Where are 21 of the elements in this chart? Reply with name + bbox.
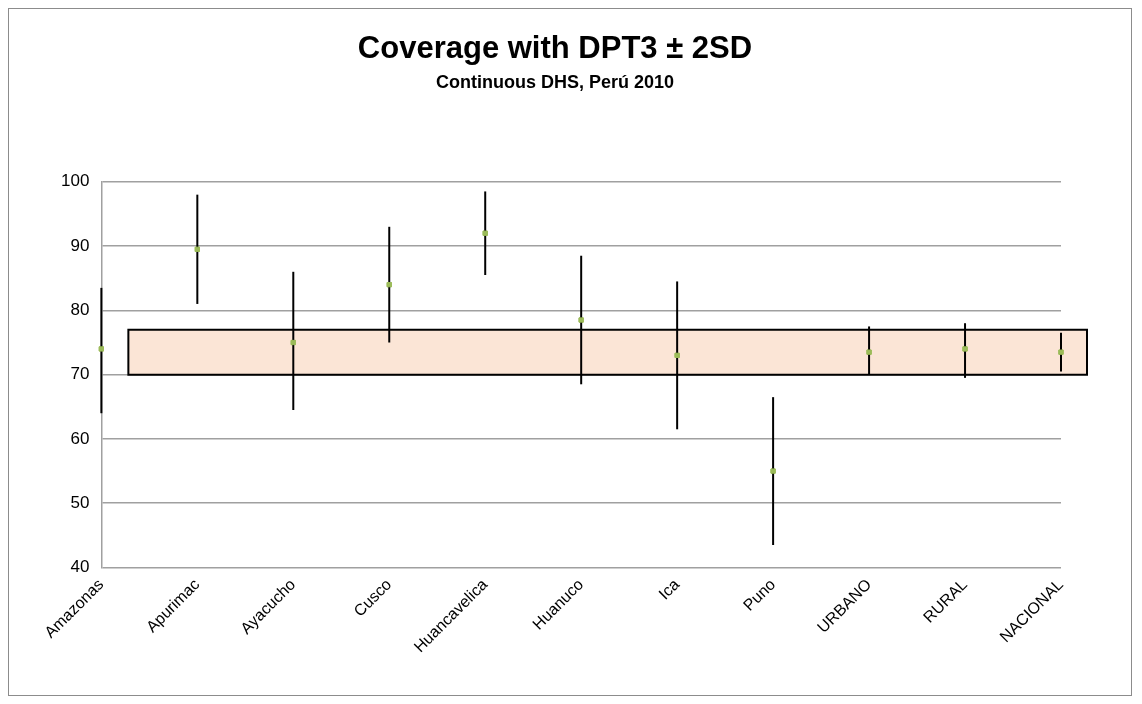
point bbox=[770, 468, 776, 474]
point bbox=[674, 352, 680, 358]
y-tick-label: 90 bbox=[70, 235, 90, 255]
x-tick-label: Ica bbox=[655, 575, 683, 603]
point bbox=[962, 346, 968, 352]
point bbox=[194, 246, 200, 252]
y-tick-label: 60 bbox=[70, 428, 90, 448]
y-tick-label: 70 bbox=[70, 364, 90, 384]
point bbox=[578, 317, 584, 323]
chart-subtitle: Continuous DHS, Perú 2010 bbox=[435, 71, 675, 92]
chart-title: Coverage with DPT3 ± 2SD bbox=[357, 30, 753, 66]
point bbox=[1058, 349, 1064, 355]
point bbox=[482, 230, 488, 236]
point bbox=[386, 282, 392, 288]
point bbox=[866, 349, 872, 355]
y-tick-label: 80 bbox=[70, 300, 90, 320]
y-tick-label: 40 bbox=[70, 557, 90, 577]
y-tick-label: 50 bbox=[70, 492, 90, 512]
point bbox=[98, 346, 104, 352]
y-tick-label: 100 bbox=[60, 171, 90, 191]
point bbox=[290, 339, 296, 346]
